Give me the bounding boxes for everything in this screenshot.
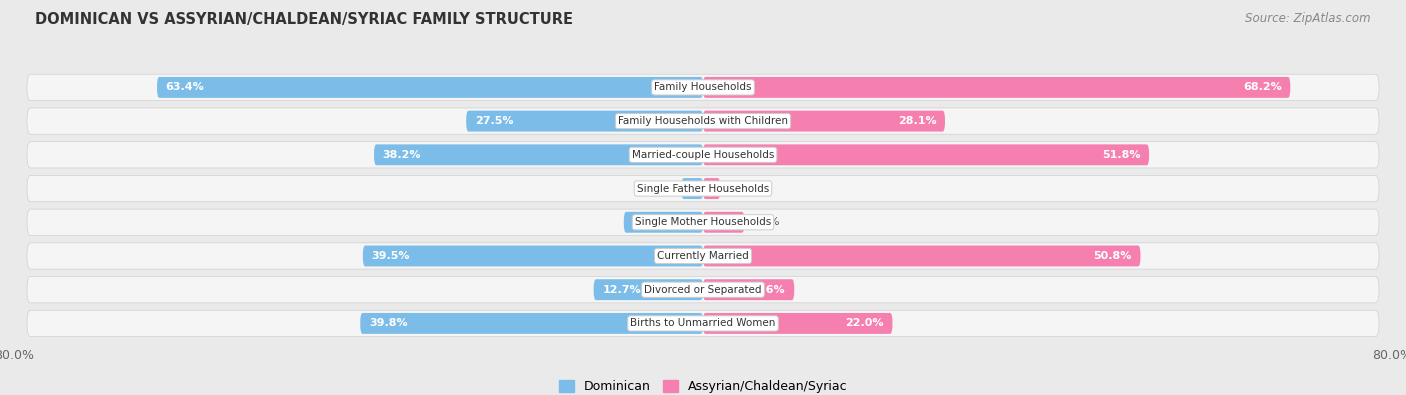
FancyBboxPatch shape bbox=[703, 279, 794, 300]
Text: 51.8%: 51.8% bbox=[1102, 150, 1140, 160]
Text: 2.0%: 2.0% bbox=[727, 184, 755, 194]
Text: Family Households with Children: Family Households with Children bbox=[619, 116, 787, 126]
FancyBboxPatch shape bbox=[363, 246, 703, 267]
Text: 12.7%: 12.7% bbox=[602, 285, 641, 295]
Text: 9.2%: 9.2% bbox=[633, 217, 664, 227]
Legend: Dominican, Assyrian/Chaldean/Syriac: Dominican, Assyrian/Chaldean/Syriac bbox=[554, 375, 852, 395]
FancyBboxPatch shape bbox=[374, 144, 703, 165]
FancyBboxPatch shape bbox=[27, 142, 1379, 168]
FancyBboxPatch shape bbox=[682, 178, 703, 199]
Text: DOMINICAN VS ASSYRIAN/CHALDEAN/SYRIAC FAMILY STRUCTURE: DOMINICAN VS ASSYRIAN/CHALDEAN/SYRIAC FA… bbox=[35, 12, 574, 27]
Text: 2.5%: 2.5% bbox=[647, 184, 675, 194]
Text: 63.4%: 63.4% bbox=[166, 83, 204, 92]
Text: Currently Married: Currently Married bbox=[657, 251, 749, 261]
Text: 68.2%: 68.2% bbox=[1243, 83, 1282, 92]
FancyBboxPatch shape bbox=[27, 276, 1379, 303]
FancyBboxPatch shape bbox=[27, 108, 1379, 134]
Text: 27.5%: 27.5% bbox=[475, 116, 513, 126]
FancyBboxPatch shape bbox=[27, 310, 1379, 337]
FancyBboxPatch shape bbox=[703, 144, 1149, 165]
Text: 28.1%: 28.1% bbox=[898, 116, 936, 126]
FancyBboxPatch shape bbox=[703, 111, 945, 132]
Text: 10.6%: 10.6% bbox=[747, 285, 786, 295]
FancyBboxPatch shape bbox=[703, 246, 1140, 267]
Text: 22.0%: 22.0% bbox=[845, 318, 884, 328]
FancyBboxPatch shape bbox=[360, 313, 703, 334]
FancyBboxPatch shape bbox=[703, 313, 893, 334]
FancyBboxPatch shape bbox=[27, 243, 1379, 269]
Text: 50.8%: 50.8% bbox=[1094, 251, 1132, 261]
Text: Married-couple Households: Married-couple Households bbox=[631, 150, 775, 160]
FancyBboxPatch shape bbox=[593, 279, 703, 300]
Text: 39.5%: 39.5% bbox=[371, 251, 411, 261]
Text: Single Mother Households: Single Mother Households bbox=[636, 217, 770, 227]
FancyBboxPatch shape bbox=[703, 77, 1291, 98]
FancyBboxPatch shape bbox=[624, 212, 703, 233]
Text: 39.8%: 39.8% bbox=[368, 318, 408, 328]
Text: Source: ZipAtlas.com: Source: ZipAtlas.com bbox=[1246, 12, 1371, 25]
FancyBboxPatch shape bbox=[27, 175, 1379, 202]
FancyBboxPatch shape bbox=[27, 209, 1379, 235]
Text: 4.8%: 4.8% bbox=[751, 217, 780, 227]
FancyBboxPatch shape bbox=[467, 111, 703, 132]
Text: Divorced or Separated: Divorced or Separated bbox=[644, 285, 762, 295]
Text: Family Households: Family Households bbox=[654, 83, 752, 92]
Text: Births to Unmarried Women: Births to Unmarried Women bbox=[630, 318, 776, 328]
Text: 38.2%: 38.2% bbox=[382, 150, 422, 160]
FancyBboxPatch shape bbox=[27, 74, 1379, 101]
FancyBboxPatch shape bbox=[703, 212, 744, 233]
Text: Single Father Households: Single Father Households bbox=[637, 184, 769, 194]
FancyBboxPatch shape bbox=[157, 77, 703, 98]
FancyBboxPatch shape bbox=[703, 178, 720, 199]
